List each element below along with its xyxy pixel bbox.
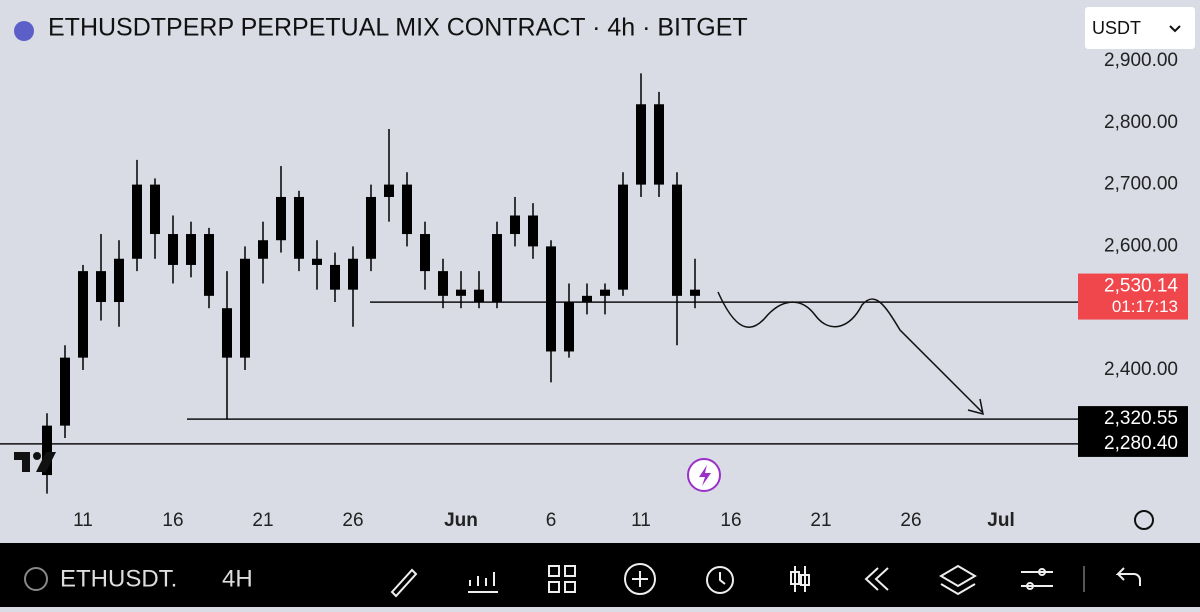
- layers-tool[interactable]: [939, 564, 977, 596]
- candle-body: [222, 308, 232, 358]
- candle-body: [474, 289, 484, 303]
- candles-tool[interactable]: [790, 566, 810, 592]
- candle-body: [636, 104, 646, 185]
- candle-body: [330, 264, 340, 290]
- candle-body: [546, 246, 556, 352]
- level-label: 2,320.55: [1104, 408, 1178, 429]
- candle-body: [42, 425, 52, 476]
- x-tick-label: Jun: [444, 510, 478, 531]
- toolbar-icons: [390, 563, 1141, 598]
- x-tick-label: 21: [252, 510, 273, 531]
- candle-body: [384, 184, 394, 197]
- toolbar-interval[interactable]: 4H: [222, 565, 253, 592]
- candle-body: [438, 271, 448, 296]
- candle-body: [510, 215, 520, 235]
- candle-body: [654, 104, 664, 185]
- y-tick-label: 2,800.00: [1104, 112, 1178, 133]
- x-tick-label: 11: [631, 510, 651, 531]
- candle-body: [402, 184, 412, 235]
- chart-background: [0, 0, 1200, 543]
- y-tick-label: 2,600.00: [1104, 235, 1178, 256]
- candle-body: [168, 234, 178, 265]
- candle-body: [276, 196, 286, 241]
- candle-body: [582, 295, 592, 303]
- add-tool[interactable]: [624, 563, 656, 595]
- x-tick-label: Jul: [987, 510, 1014, 531]
- layout-tool[interactable]: [548, 565, 576, 593]
- level-tag: [1078, 406, 1188, 433]
- countdown-label: 01:17:13: [1112, 297, 1178, 316]
- y-tick-label: 2,900.00: [1104, 50, 1178, 71]
- currency-select[interactable]: [1085, 7, 1195, 49]
- x-tick-label: 16: [720, 510, 741, 531]
- candle-body: [564, 302, 574, 352]
- candle-body: [600, 289, 610, 296]
- candle-body: [132, 184, 142, 259]
- candle-body: [420, 234, 430, 272]
- candle-body: [258, 240, 268, 259]
- candle-body: [114, 258, 124, 303]
- undo-tool[interactable]: [1115, 567, 1141, 586]
- candle-body: [348, 258, 358, 290]
- candle-body: [78, 271, 88, 358]
- candle-body: [294, 196, 304, 259]
- settings-button[interactable]: [1134, 510, 1154, 530]
- indicator-tool[interactable]: [468, 572, 498, 593]
- dropdown-caret: [1169, 25, 1181, 33]
- x-tick-label: 26: [900, 510, 921, 531]
- candle-body: [366, 196, 376, 259]
- candle-body: [96, 271, 106, 303]
- candle-body: [618, 184, 628, 290]
- candle-body: [186, 234, 196, 265]
- x-tick-label: 6: [546, 510, 557, 531]
- candle-body: [312, 258, 322, 265]
- x-tick-label: 26: [342, 510, 363, 531]
- eth-icon: [24, 567, 48, 591]
- y-tick-label: 2,400.00: [1104, 359, 1178, 380]
- replay-tool[interactable]: [864, 567, 889, 591]
- y-tick-label: 2,700.00: [1104, 174, 1178, 195]
- candle-body: [492, 234, 502, 303]
- level-label: 2,280.40: [1104, 433, 1178, 454]
- tv-logo: [14, 452, 56, 472]
- draw-tool[interactable]: [390, 568, 418, 598]
- x-tick-label: 16: [162, 510, 183, 531]
- candle-body: [240, 258, 250, 358]
- candle-body: [204, 234, 214, 296]
- bottom-toolbar: [0, 543, 1200, 607]
- chart-title: ETHUSDTPERP PERPETUAL MIX CONTRACT · 4h …: [48, 14, 748, 42]
- projection-drawing: [717, 291, 983, 413]
- x-tick-label: 11: [73, 510, 93, 531]
- candle-body: [60, 357, 70, 426]
- toolbar-symbol[interactable]: ETHUSDT.: [60, 565, 177, 592]
- candle-body: [690, 289, 700, 296]
- candle-body: [528, 215, 538, 247]
- last-price-tag: [1078, 273, 1188, 320]
- alarm-tool[interactable]: [706, 566, 734, 594]
- currency-label: USDT: [1092, 18, 1141, 38]
- last-price-label: 2,530.14: [1104, 276, 1178, 297]
- candle-body: [150, 184, 160, 235]
- bolt-icon: [699, 465, 711, 486]
- level-tag: [1078, 430, 1188, 457]
- arrow-head: [967, 398, 984, 416]
- candle-body: [672, 184, 682, 296]
- symbol-icon: [14, 21, 34, 41]
- candle-body: [456, 289, 466, 296]
- x-tick-label: 21: [810, 510, 831, 531]
